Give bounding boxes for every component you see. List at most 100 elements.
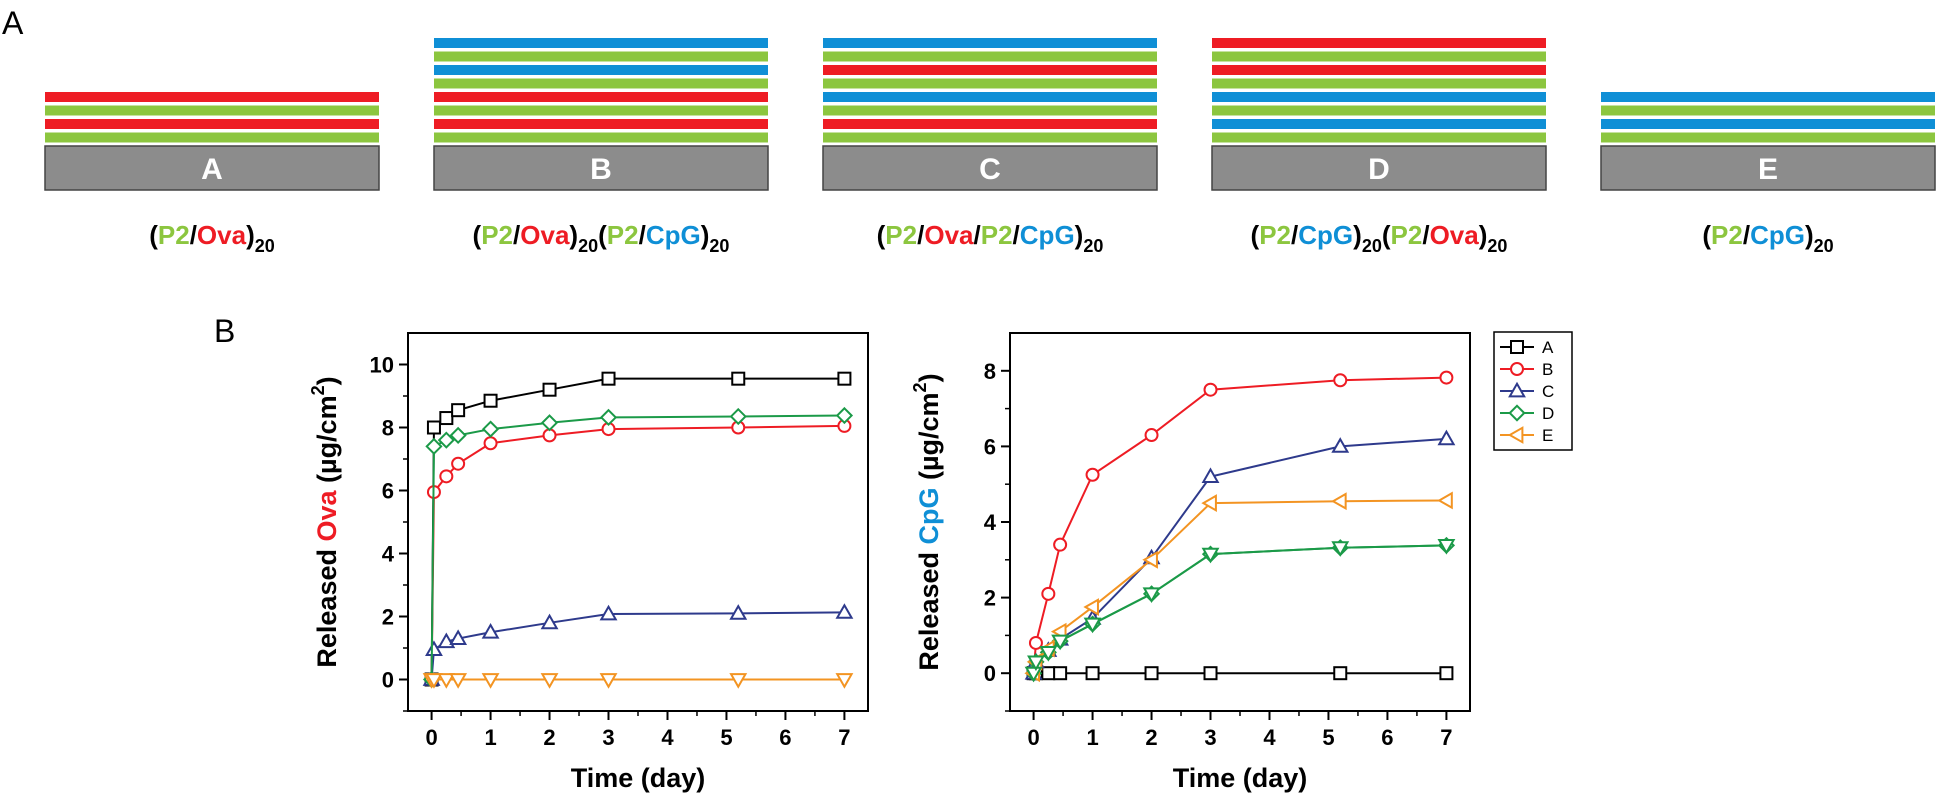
- data-point: [835, 406, 854, 425]
- legend-entry-b: B: [1500, 360, 1553, 379]
- substrate: [822, 145, 1158, 191]
- data-point: [731, 371, 746, 386]
- data-point: [1028, 635, 1043, 650]
- formula-part: P2: [158, 220, 190, 250]
- composition-formula: (P2/Ova/P2/CpG)20: [877, 220, 1104, 256]
- schematic-a: A (P2/Ova)20: [44, 92, 380, 256]
- substrate: [1211, 145, 1547, 191]
- y-tick-label: 4: [382, 542, 395, 567]
- data-point: [1041, 666, 1056, 681]
- layer-p2: [434, 105, 768, 116]
- data-point: [1333, 373, 1348, 388]
- data-point: [729, 407, 747, 426]
- formula-part: (: [1702, 220, 1711, 250]
- schematic-e: E (P2/CpG)20: [1600, 92, 1936, 256]
- formula-part: /: [917, 220, 924, 250]
- data-point: [1027, 655, 1045, 672]
- schematic-letter: A: [201, 153, 223, 186]
- data-point: [1024, 666, 1043, 683]
- formula-part: CpG: [1020, 220, 1075, 250]
- y-tick-label: 6: [984, 434, 996, 459]
- layer-cpg: [1212, 119, 1546, 129]
- schematic-c: C(P2/Ova/P2/CpG)20: [822, 38, 1158, 256]
- data-point: [437, 673, 456, 689]
- formula-part: 20: [1083, 236, 1103, 256]
- data-point: [439, 411, 454, 426]
- formula-part: P2: [481, 220, 513, 250]
- formula-part: P2: [981, 220, 1013, 250]
- data-point: [835, 673, 854, 689]
- y-axis-label-part: Ova: [312, 490, 342, 542]
- data-point: [1510, 340, 1524, 354]
- data-point: [1144, 666, 1159, 681]
- layer-p2: [1601, 132, 1935, 143]
- layer-cpg: [823, 38, 1157, 48]
- layer-p2: [823, 132, 1157, 143]
- series-e: [1024, 491, 1453, 683]
- formula-part: ): [1805, 220, 1814, 250]
- series-line: [430, 424, 845, 680]
- y-axis-label-part: 2: [308, 385, 328, 395]
- data-point: [425, 673, 443, 689]
- data-point: [729, 604, 748, 620]
- legend-label: E: [1542, 426, 1553, 445]
- formula-part: 20: [709, 236, 729, 256]
- data-point: [599, 408, 618, 427]
- formula-part: 20: [1362, 236, 1382, 256]
- legend-label: C: [1542, 382, 1554, 401]
- data-point: [1437, 429, 1456, 446]
- series-a: [1026, 666, 1454, 681]
- composition-formula: (P2/CpG)20: [1702, 220, 1833, 256]
- formula-part: P2: [1711, 220, 1743, 250]
- data-point: [483, 436, 498, 451]
- layer-cpg: [1601, 92, 1935, 102]
- series-e: [422, 673, 854, 689]
- data-point: [599, 604, 618, 621]
- panel-b-letter: B: [214, 313, 235, 349]
- schematic-letter: C: [979, 153, 1001, 186]
- data-point: [481, 420, 500, 438]
- formula-part: Ova: [520, 220, 570, 250]
- substrate: [433, 145, 769, 191]
- series-b: [1026, 370, 1454, 681]
- layer-p2: [1212, 78, 1546, 89]
- data-point: [1203, 666, 1218, 681]
- x-tick-label: 0: [425, 725, 437, 750]
- y-tick-label: 10: [370, 353, 394, 378]
- layer-ova: [434, 92, 768, 102]
- y-axis-label-part: 2: [910, 382, 930, 392]
- data-point: [729, 673, 748, 689]
- layer-ova: [823, 65, 1157, 75]
- layer-p2: [1212, 132, 1546, 143]
- layer-p2: [1212, 51, 1546, 62]
- y-tick-label: 6: [382, 479, 394, 504]
- y-tick-label: 0: [382, 668, 394, 693]
- formula-part: /: [974, 220, 981, 250]
- data-point: [1142, 550, 1158, 569]
- data-point: [1331, 437, 1350, 453]
- schematic-letter: D: [1368, 153, 1390, 186]
- layer-p2: [823, 78, 1157, 89]
- substrate: [44, 145, 380, 191]
- composition-formula: (P2/Ova)20: [149, 220, 275, 256]
- data-point: [540, 673, 559, 689]
- formula-part: /: [639, 220, 646, 250]
- schematic-b: B(P2/Ova)20(P2/CpG)20: [433, 38, 769, 256]
- layer-cpg: [434, 38, 768, 48]
- y-tick-label: 2: [382, 605, 394, 630]
- data-point: [1144, 428, 1159, 443]
- legend-entry-a: A: [1500, 338, 1554, 357]
- data-point: [1333, 666, 1348, 681]
- layer-cpg: [1601, 119, 1935, 129]
- x-tick-label: 1: [1086, 725, 1098, 750]
- data-point: [1201, 494, 1217, 513]
- layer-p2: [45, 105, 379, 116]
- data-point: [1437, 491, 1453, 510]
- data-point: [451, 403, 466, 418]
- data-point: [1331, 492, 1347, 511]
- x-tick-label: 2: [543, 725, 555, 750]
- data-point: [599, 673, 618, 689]
- schematic-letter: E: [1758, 153, 1778, 186]
- layer-p2: [1212, 105, 1546, 116]
- formula-part: 20: [578, 236, 598, 256]
